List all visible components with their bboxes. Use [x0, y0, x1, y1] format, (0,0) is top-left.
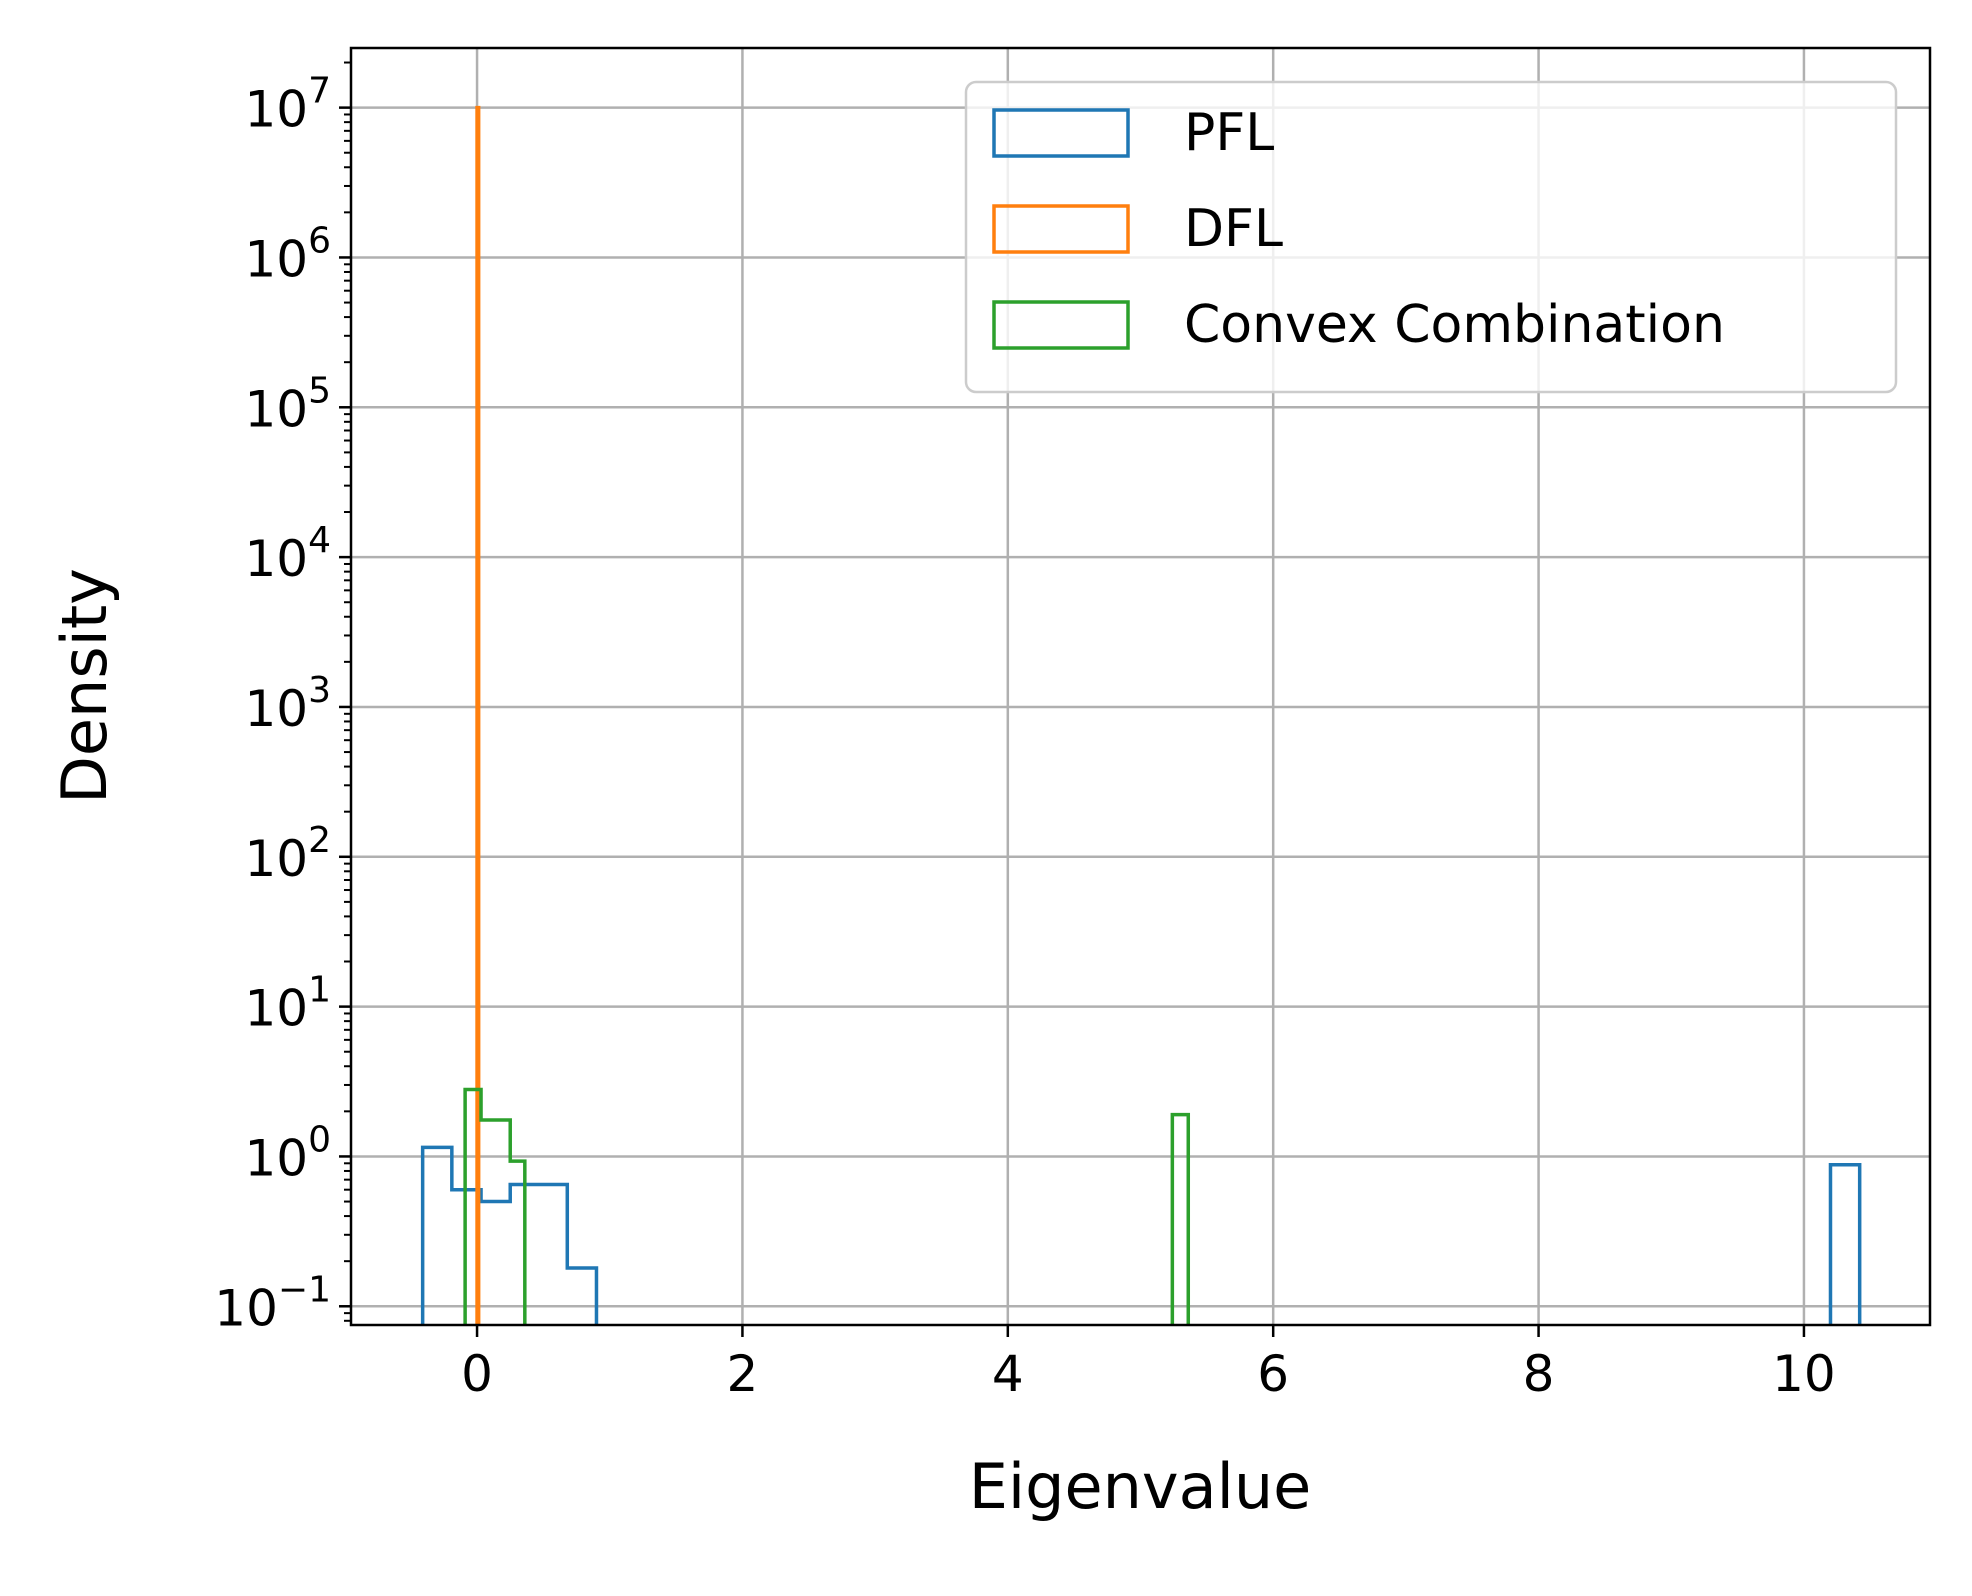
x-tick-label: 8 [1523, 1345, 1555, 1403]
legend-swatch [992, 204, 1130, 254]
plot-area-frame [349, 46, 1932, 1327]
y-axis-label: Density [48, 568, 121, 804]
x-axis-ticks: 0 2 4 6 8 10 [461, 1325, 1836, 1403]
series-pfl [420, 1145, 1862, 1325]
histogram-bars [420, 105, 1862, 1325]
y-tick-label: 102 [244, 820, 331, 888]
y-tick-label: 106 [244, 220, 331, 288]
y-tick-label: 10−1 [214, 1269, 331, 1337]
histogram-step [420, 1145, 599, 1325]
series-convex-combination [463, 1087, 1191, 1325]
legend-label: Convex Combination [1184, 295, 1725, 355]
x-tick-label: 10 [1772, 1345, 1836, 1403]
y-axis-ticks: 10−1 100 101 102 103 104 105 106 107 [214, 71, 351, 1337]
x-tick-label: 2 [727, 1345, 759, 1403]
series-dfl [475, 105, 481, 1325]
y-tick-label: 104 [244, 520, 331, 588]
histogram-step [475, 105, 481, 1325]
y-tick-label: 101 [244, 970, 331, 1038]
legend-box [964, 80, 1898, 394]
x-tick-label: 4 [992, 1345, 1024, 1403]
legend-swatch [992, 108, 1130, 158]
x-tick-label: 6 [1257, 1345, 1289, 1403]
y-tick-label: 105 [244, 370, 331, 438]
histogram-step [463, 1087, 527, 1325]
x-axis-label: Eigenvalue [969, 1450, 1312, 1523]
histogram-step [1170, 1112, 1191, 1325]
histogram-step [1828, 1163, 1862, 1325]
legend-label: DFL [1184, 199, 1283, 259]
x-tick-label: 0 [461, 1345, 493, 1403]
y-tick-label: 103 [244, 670, 331, 738]
legend-swatch [992, 300, 1130, 350]
legend: PFL DFL Convex Combination [964, 80, 1898, 394]
y-tick-label: 107 [244, 71, 331, 139]
legend-label: PFL [1184, 103, 1274, 163]
y-tick-label: 100 [244, 1119, 331, 1187]
